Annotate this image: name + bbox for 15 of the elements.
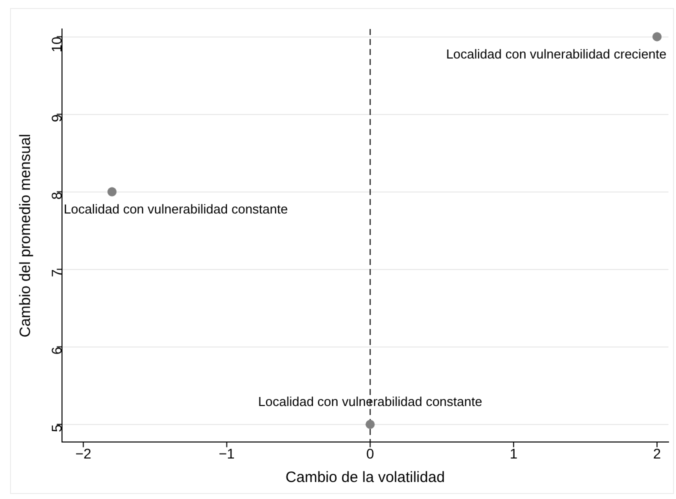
x-tick-label: 1 [510,445,518,462]
x-tick-label: −1 [218,445,235,462]
y-axis-title: Cambio del promedio mensual [17,134,34,338]
x-tick-label: 0 [366,445,374,462]
y-tick-label: 6 [48,346,65,355]
y-tick-label: 10 [48,36,65,52]
annotation: Localidad con vulnerabilidad constante [64,201,288,216]
y-tick-label: 7 [48,269,65,278]
y-tick-label: 8 [48,192,65,200]
annotation: Localidad con vulnerabilidad creciente [446,46,667,62]
y-tick-label: 5 [48,424,65,432]
x-axis-title: Cambio de la volatilidad [286,469,445,486]
y-tick-label: 9 [48,114,65,122]
x-tick-label: 2 [653,445,662,462]
x-tick-label: −2 [75,445,92,462]
